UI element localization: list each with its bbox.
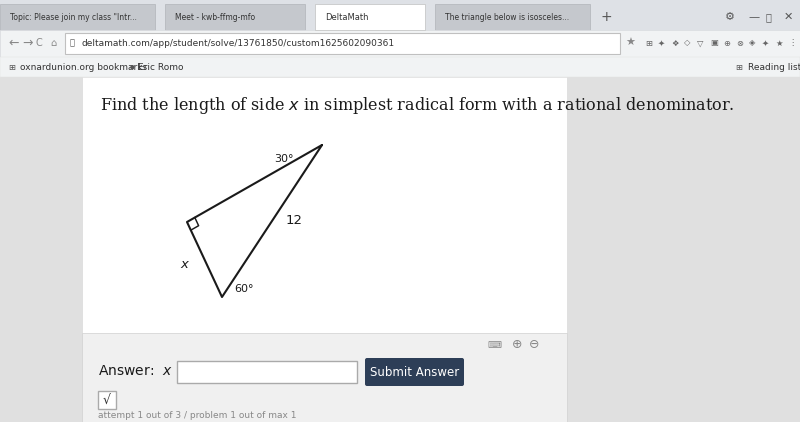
Text: x: x (181, 258, 189, 271)
FancyBboxPatch shape (0, 0, 800, 30)
Text: ◈: ◈ (749, 38, 755, 48)
Text: ⊕: ⊕ (512, 338, 522, 352)
Text: deltamath.com/app/student/solve/13761850/custom1625602090361: deltamath.com/app/student/solve/13761850… (82, 38, 395, 48)
Text: ⊖: ⊖ (529, 338, 539, 352)
Text: C: C (36, 38, 42, 48)
Text: Eric Romo: Eric Romo (138, 62, 183, 71)
FancyBboxPatch shape (567, 77, 800, 422)
FancyBboxPatch shape (0, 57, 800, 77)
Text: Find the length of side $x$ in simplest radical form with a rational denominator: Find the length of side $x$ in simplest … (100, 95, 734, 116)
Text: √: √ (103, 393, 111, 406)
Text: Topic: Please join my class "Intr...: Topic: Please join my class "Intr... (10, 13, 137, 22)
Text: ⊞: ⊞ (645, 38, 652, 48)
Text: ⌨: ⌨ (487, 340, 501, 350)
FancyBboxPatch shape (165, 4, 305, 30)
FancyBboxPatch shape (177, 361, 357, 383)
FancyBboxPatch shape (0, 77, 800, 422)
FancyBboxPatch shape (98, 391, 116, 409)
Text: ◇: ◇ (684, 38, 690, 48)
Text: Answer:  $x$ =: Answer: $x$ = (98, 364, 187, 378)
Text: The triangle below is isosceles...: The triangle below is isosceles... (445, 13, 569, 22)
FancyBboxPatch shape (435, 4, 590, 30)
FancyBboxPatch shape (82, 77, 567, 422)
Text: ✦: ✦ (762, 38, 769, 48)
Text: ✦: ✦ (658, 38, 665, 48)
FancyBboxPatch shape (315, 4, 425, 30)
Text: ▽: ▽ (697, 38, 703, 48)
FancyBboxPatch shape (365, 358, 464, 386)
Text: ⊕: ⊕ (723, 38, 730, 48)
Text: ⌂: ⌂ (50, 38, 56, 48)
Text: ⬜: ⬜ (766, 12, 772, 22)
Text: —: — (748, 12, 759, 22)
Text: ▣: ▣ (710, 38, 718, 48)
Text: 30°: 30° (274, 154, 294, 164)
Text: attempt 1 out of 3 / problem 1 out of max 1: attempt 1 out of 3 / problem 1 out of ma… (98, 411, 297, 419)
Text: ✕: ✕ (784, 12, 794, 22)
Text: ⚙: ⚙ (725, 12, 735, 22)
Text: ❖: ❖ (671, 38, 678, 48)
FancyBboxPatch shape (0, 4, 155, 30)
Text: DeltaMath: DeltaMath (325, 13, 369, 22)
Text: 12: 12 (286, 214, 302, 227)
Text: ⊗: ⊗ (736, 38, 743, 48)
FancyBboxPatch shape (82, 333, 567, 422)
Text: Submit Answer: Submit Answer (370, 365, 459, 379)
FancyBboxPatch shape (0, 77, 82, 422)
Text: →: → (22, 36, 33, 49)
Text: 60°: 60° (234, 284, 254, 294)
Text: Meet - kwb-ffmg-mfo: Meet - kwb-ffmg-mfo (175, 13, 255, 22)
FancyBboxPatch shape (65, 33, 620, 54)
Text: 🔒: 🔒 (70, 38, 75, 48)
Text: ⊞: ⊞ (735, 62, 742, 71)
Text: ⋮: ⋮ (788, 38, 796, 48)
Text: ⊞: ⊞ (8, 62, 15, 71)
Text: Reading list: Reading list (748, 62, 800, 71)
FancyBboxPatch shape (0, 30, 800, 57)
Text: ←: ← (8, 36, 18, 49)
Text: ★: ★ (775, 38, 782, 48)
Text: ★: ★ (625, 38, 635, 48)
Text: ●: ● (130, 65, 134, 70)
Text: oxnardunion.org bookmarks: oxnardunion.org bookmarks (20, 62, 147, 71)
Text: +: + (600, 10, 612, 24)
